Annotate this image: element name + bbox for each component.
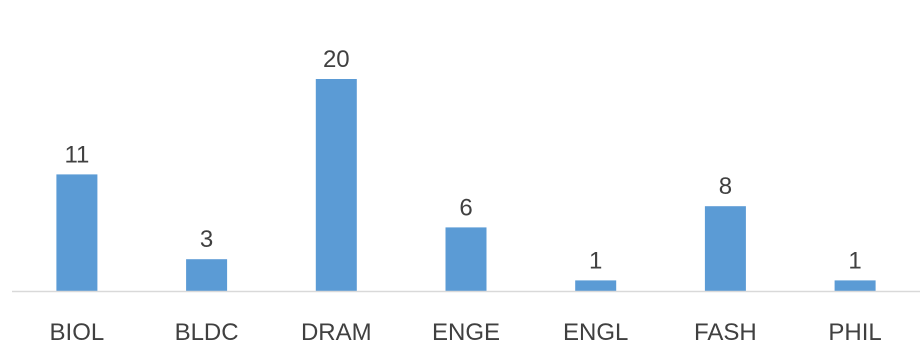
data-label-engl: 1 <box>589 247 602 274</box>
x-tick-label-bldc: BLDC <box>175 319 239 346</box>
data-label-dram: 20 <box>323 46 350 73</box>
data-labels-group: 11 3 20 6 1 8 1 <box>64 46 861 274</box>
x-tick-label-engl: ENGL <box>563 319 628 346</box>
data-label-bldc: 3 <box>200 226 213 253</box>
data-label-biol: 11 <box>64 141 89 168</box>
x-tick-label-enge: ENGE <box>432 319 500 346</box>
bar-dram <box>315 79 357 291</box>
bar-enge <box>445 227 487 291</box>
data-label-fash: 8 <box>719 173 732 200</box>
bar-fash <box>704 206 746 291</box>
x-tick-label-fash: FASH <box>694 319 757 346</box>
bar-phil <box>834 280 876 291</box>
bars-group <box>56 79 876 291</box>
data-label-enge: 6 <box>459 194 472 221</box>
x-tick-label-dram: DRAM <box>301 319 372 346</box>
bar-biol <box>56 174 98 291</box>
bar-bldc <box>186 259 228 291</box>
data-label-phil: 1 <box>848 247 861 274</box>
x-tick-labels-group: BIOL BLDC DRAM ENGE ENGL FASH PHIL <box>50 319 882 346</box>
x-tick-label-biol: BIOL <box>50 319 105 346</box>
x-tick-label-phil: PHIL <box>828 319 881 346</box>
bar-engl <box>575 280 617 291</box>
